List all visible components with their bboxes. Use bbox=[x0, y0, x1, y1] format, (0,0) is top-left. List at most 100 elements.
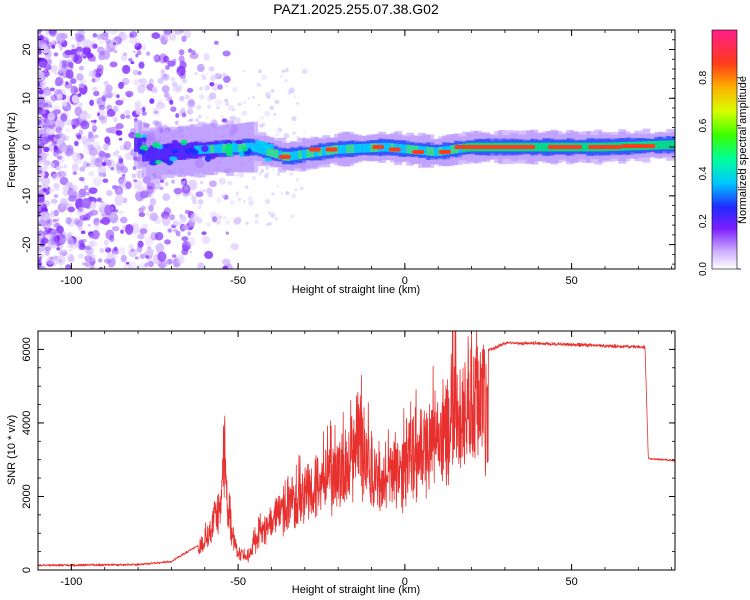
noise-blob bbox=[284, 79, 288, 83]
noise-blob bbox=[116, 94, 120, 99]
noise-blob bbox=[60, 113, 68, 122]
noise-blob bbox=[222, 258, 231, 266]
noise-blob bbox=[86, 252, 96, 262]
noise-blob bbox=[148, 204, 154, 212]
noise-blob bbox=[244, 185, 249, 190]
noise-blob bbox=[180, 214, 187, 221]
noise-blob bbox=[176, 84, 183, 91]
noise-blob bbox=[149, 98, 155, 104]
x-tick-label: -50 bbox=[230, 275, 246, 287]
noise-blob bbox=[90, 155, 97, 163]
noise-blob bbox=[222, 50, 231, 57]
noise-blob bbox=[82, 238, 87, 243]
noise-blob bbox=[155, 244, 159, 249]
signal-core bbox=[342, 144, 351, 154]
signal-blob bbox=[188, 147, 196, 153]
signal-core bbox=[262, 145, 271, 155]
noise-blob bbox=[204, 250, 214, 260]
signal-core bbox=[538, 142, 547, 152]
noise-blob bbox=[38, 245, 45, 253]
signal-blob bbox=[171, 139, 179, 146]
signal-core bbox=[366, 143, 375, 153]
noise-blob bbox=[71, 163, 79, 172]
noise-blob bbox=[40, 81, 46, 88]
noise-blob bbox=[53, 125, 60, 133]
noise-blob bbox=[50, 64, 58, 74]
signal-blob bbox=[204, 155, 212, 162]
noise-blob bbox=[83, 185, 89, 191]
noise-blob bbox=[128, 57, 133, 62]
noise-blob bbox=[49, 30, 58, 38]
noise-blob bbox=[92, 86, 98, 91]
noise-blob bbox=[67, 149, 75, 156]
noise-blob bbox=[181, 107, 186, 111]
noise-blob bbox=[51, 173, 61, 181]
noise-blob bbox=[50, 39, 55, 43]
noise-blob bbox=[151, 106, 161, 117]
colorbar-frame bbox=[711, 29, 738, 270]
noise-blob bbox=[103, 47, 110, 52]
noise-blob bbox=[133, 179, 138, 183]
noise-blob bbox=[44, 134, 54, 143]
noise-blob bbox=[295, 178, 299, 182]
noise-blob bbox=[65, 105, 72, 111]
noise-blob bbox=[86, 211, 94, 218]
noise-blob bbox=[135, 107, 143, 116]
noise-blob bbox=[93, 90, 100, 97]
signal-core bbox=[654, 140, 663, 150]
signal-core bbox=[410, 145, 419, 154]
colorbar-gradient bbox=[712, 30, 737, 269]
noise-blob bbox=[43, 87, 51, 96]
noise-blob bbox=[137, 233, 145, 240]
signal-core bbox=[670, 140, 675, 150]
noise-blob bbox=[157, 77, 164, 84]
noise-blob bbox=[130, 61, 135, 65]
noise-blob bbox=[81, 51, 88, 59]
noise-blob bbox=[61, 100, 68, 107]
noise-blob bbox=[154, 231, 164, 241]
snr-y-axis-label: SNR (10 * v/v) bbox=[6, 415, 18, 485]
noise-blob bbox=[224, 101, 230, 107]
signal-band bbox=[138, 137, 147, 152]
noise-blob bbox=[47, 119, 56, 130]
noise-blob bbox=[48, 104, 53, 108]
noise-blob bbox=[179, 72, 187, 80]
noise-blob bbox=[38, 137, 42, 145]
noise-blob bbox=[79, 39, 89, 48]
noise-blob bbox=[134, 184, 144, 193]
noise-blob bbox=[146, 260, 154, 266]
noise-blob bbox=[164, 239, 171, 245]
noise-blob bbox=[52, 218, 57, 223]
noise-blob bbox=[129, 31, 138, 38]
noise-blob bbox=[42, 133, 47, 139]
noise-blob bbox=[46, 117, 55, 126]
noise-blob bbox=[139, 227, 148, 235]
noise-blob bbox=[209, 82, 215, 87]
noise-blob bbox=[145, 255, 150, 259]
noise-blob bbox=[86, 191, 91, 196]
noise-blob bbox=[192, 199, 197, 205]
noise-blob bbox=[238, 198, 242, 202]
noise-blob bbox=[65, 69, 74, 79]
noise-blob bbox=[47, 112, 56, 121]
noise-blob bbox=[76, 73, 84, 81]
noise-blob bbox=[182, 192, 188, 199]
noise-blob bbox=[276, 172, 281, 176]
noise-blob bbox=[76, 134, 82, 140]
noise-blob bbox=[247, 196, 253, 202]
noise-blob bbox=[176, 72, 181, 77]
noise-blob bbox=[254, 219, 259, 224]
noise-blob bbox=[101, 217, 111, 226]
noise-blob bbox=[79, 217, 84, 223]
noise-blob bbox=[114, 209, 119, 213]
noise-blob bbox=[61, 146, 68, 153]
noise-blob bbox=[122, 64, 131, 74]
noise-blob bbox=[50, 163, 55, 168]
y-tick-label: -20 bbox=[21, 237, 33, 253]
noise-blob bbox=[50, 210, 56, 218]
noise-blob bbox=[179, 60, 187, 70]
noise-blob bbox=[254, 213, 259, 218]
noise-blob bbox=[214, 72, 221, 79]
